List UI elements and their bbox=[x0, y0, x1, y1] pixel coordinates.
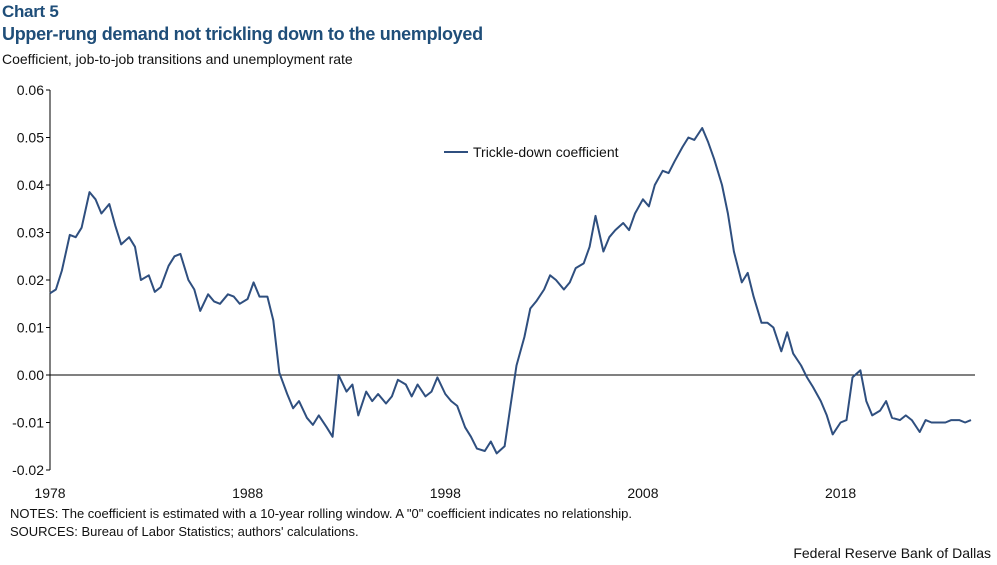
sources-text: SOURCES: Bureau of Labor Statistics; aut… bbox=[10, 524, 359, 539]
chart-subtitle: Coefficient, job-to-job transitions and … bbox=[2, 51, 353, 67]
y-tick-label: 0.03 bbox=[17, 225, 44, 241]
y-tick-label: 0.01 bbox=[17, 320, 44, 336]
x-tick-label: 1978 bbox=[34, 485, 65, 501]
series-group bbox=[49, 127, 972, 455]
credit-text: Federal Reserve Bank of Dallas bbox=[793, 545, 991, 561]
x-tick-label: 1988 bbox=[232, 485, 263, 501]
y-tick-label: 0.04 bbox=[17, 177, 44, 193]
y-tick-label: -0.02 bbox=[12, 462, 44, 478]
series-line-trickle-down bbox=[49, 127, 972, 455]
x-axis: 1978 1988 1998 2008 2018 bbox=[34, 485, 856, 501]
x-tick-label: 1998 bbox=[430, 485, 461, 501]
x-tick-label: 2018 bbox=[825, 485, 856, 501]
footnotes: NOTES: The coefficient is estimated with… bbox=[10, 505, 632, 541]
chart-number: Chart 5 bbox=[2, 2, 59, 21]
y-tick-label: 0.00 bbox=[17, 367, 44, 383]
legend-label-trickle-down: Trickle-down coefficient bbox=[473, 144, 619, 160]
y-axis: -0.02 -0.01 0.00 0.01 0.02 0.03 0.04 0.05 0.06 bbox=[12, 82, 51, 478]
y-tick-label: -0.01 bbox=[12, 415, 44, 431]
y-tick-label: 0.06 bbox=[17, 82, 44, 98]
notes-text: NOTES: The coefficient is estimated with… bbox=[10, 506, 633, 521]
y-tick-label: 0.05 bbox=[17, 130, 44, 146]
x-tick-label: 2008 bbox=[627, 485, 658, 501]
y-tick-label: 0.02 bbox=[17, 272, 44, 288]
chart-title: Upper-rung demand not trickling down to … bbox=[2, 24, 483, 44]
legend: Trickle-down coefficient bbox=[444, 144, 619, 160]
